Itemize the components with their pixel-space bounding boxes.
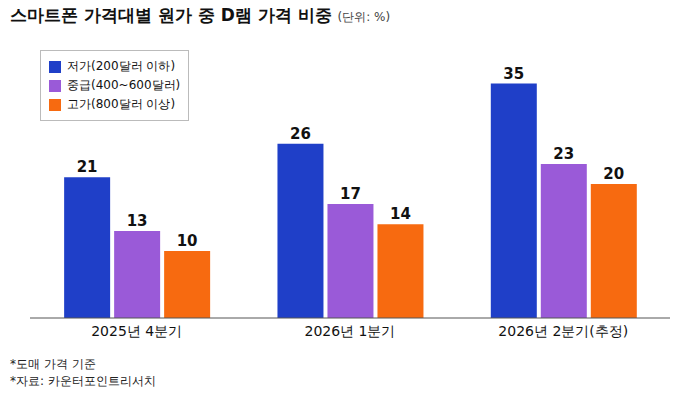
svg-text:2025년 4분기: 2025년 4분기 <box>91 323 182 339</box>
svg-text:14: 14 <box>390 205 411 223</box>
html-text:저가(200달러 이하): 저가(200달러 이하) <box>67 59 176 73</box>
html-text:중급(400~600달러): 중급(400~600달러) <box>67 78 181 92</box>
svg-text:2026년 2분기(추정): 2026년 2분기(추정) <box>498 323 628 339</box>
svg-text:17: 17 <box>340 185 361 203</box>
svg-text:26: 26 <box>290 125 311 143</box>
html-text:*자료: 카운터포인트리서치: *자료: 카운터포인트리서치 <box>10 374 156 388</box>
svg-text:35: 35 <box>503 65 524 83</box>
svg-text:20: 20 <box>603 165 624 183</box>
html-text:스마트폰 가격대별 원가 중 D램 가격 비중 (단위: %: 스마트폰 가격대별 원가 중 D램 가격 비중 (단위: %) <box>10 5 391 25</box>
svg-text:13: 13 <box>127 212 148 230</box>
svg-text:2026년 1분기: 2026년 1분기 <box>305 323 396 339</box>
svg-text:21: 21 <box>77 158 98 176</box>
svg-text:23: 23 <box>553 145 574 163</box>
html-text:*도매 가격 기준: *도매 가격 기준 <box>10 357 96 371</box>
svg-text:10: 10 <box>177 232 198 250</box>
html-text:고가(800달러 이상): 고가(800달러 이상) <box>67 97 176 111</box>
